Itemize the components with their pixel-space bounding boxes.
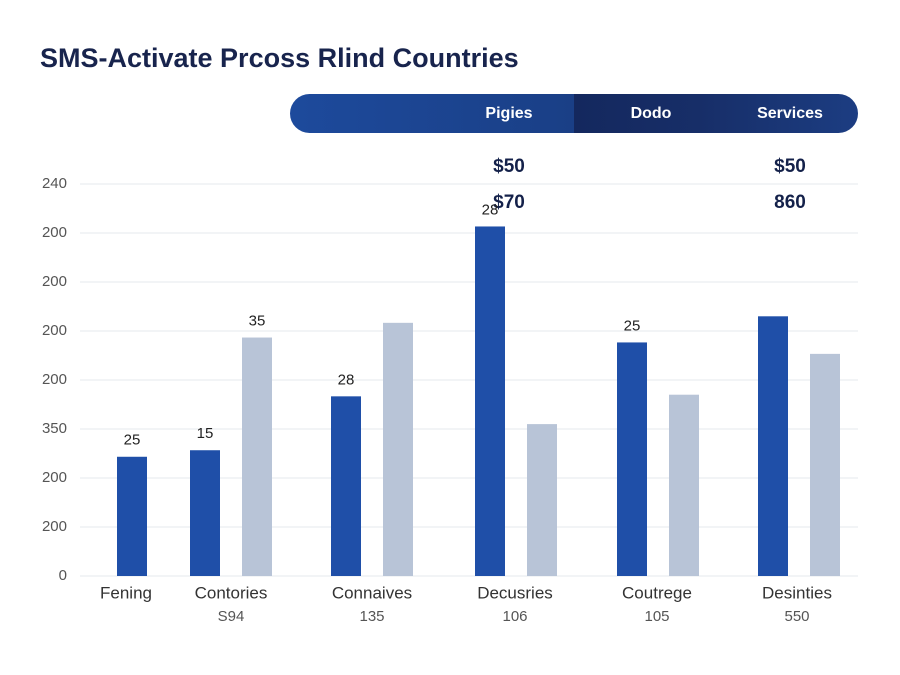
header-label: Pigies (485, 105, 532, 122)
annotation: 28 (338, 371, 355, 388)
annotation: 35 (249, 313, 266, 330)
bar (331, 396, 361, 576)
bar (669, 394, 699, 576)
y-tick-label: 200 (42, 224, 67, 241)
y-tick-label: 350 (42, 420, 67, 437)
header-label: Dodo (631, 105, 672, 122)
y-tick-label: 200 (42, 371, 67, 388)
header-label: Services (757, 105, 823, 122)
x-sublabel: S94 (218, 608, 245, 625)
bar (117, 456, 147, 576)
x-tick-label: Decusries (477, 583, 553, 602)
x-sublabel: 106 (502, 608, 527, 625)
bar (475, 226, 505, 576)
bar (190, 450, 220, 576)
y-tick-label: 0 (59, 567, 67, 584)
y-tick-label: 240 (42, 175, 67, 192)
price: $50 (493, 156, 525, 177)
x-sublabel: 105 (644, 608, 669, 625)
bar (617, 342, 647, 576)
bar (810, 353, 840, 576)
y-tick-label: 200 (42, 518, 67, 535)
x-sublabel: 135 (359, 608, 384, 625)
x-tick-label: Connaives (332, 583, 412, 602)
x-sublabel: 550 (784, 608, 809, 625)
price: 860 (774, 192, 806, 213)
x-tick-label: Fening (100, 583, 152, 602)
price: $70 (493, 192, 525, 213)
bar (242, 337, 272, 576)
price: $50 (774, 156, 806, 177)
bar (383, 322, 413, 576)
y-tick-label: 200 (42, 322, 67, 339)
annotation: 25 (624, 317, 641, 334)
annotation: 25 (124, 432, 141, 449)
x-tick-label: Contories (195, 583, 268, 602)
header-bar (290, 94, 858, 133)
x-tick-label: Coutrege (622, 583, 692, 602)
bar (758, 316, 788, 576)
annotation: 28 (482, 201, 499, 218)
x-tick-label: Desinties (762, 583, 832, 602)
bar (527, 424, 557, 576)
y-tick-label: 200 (42, 469, 67, 486)
annotation: 15 (197, 425, 214, 442)
chart-title: SMS-Activate Prcoss Rlind Countries (40, 43, 519, 73)
y-tick-label: 200 (42, 273, 67, 290)
